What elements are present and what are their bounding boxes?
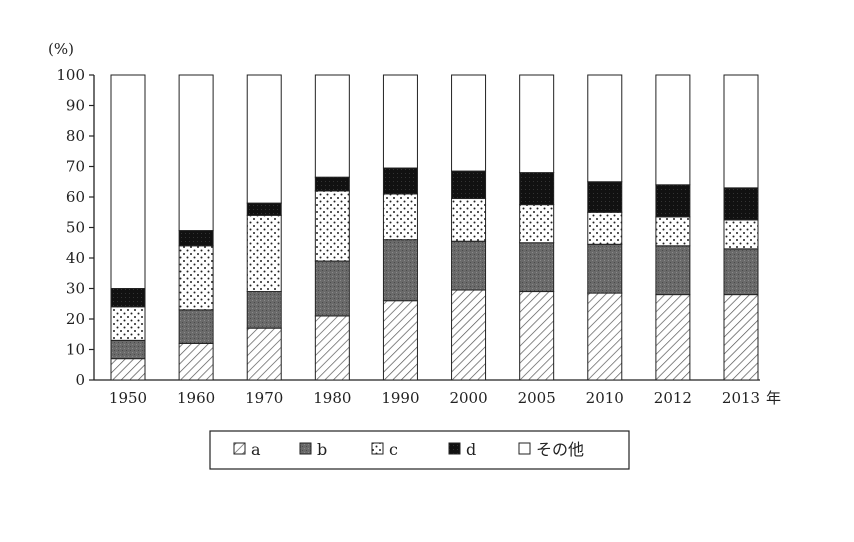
legend-label: a bbox=[251, 440, 261, 459]
bar-segment-hatch bbox=[382, 300, 418, 381]
bar-segment-black bbox=[246, 202, 282, 216]
bar-segment-black bbox=[451, 170, 487, 200]
bar-segment-dots bbox=[451, 198, 487, 242]
bar-segment-hatch bbox=[519, 291, 555, 381]
bar-segment-hatch bbox=[110, 358, 146, 381]
y-tick-label: 40 bbox=[66, 249, 85, 267]
legend-swatch bbox=[371, 442, 384, 455]
legend: a b c d その他 bbox=[209, 430, 630, 470]
x-tick-label: 1980 bbox=[313, 389, 351, 407]
bar-segment-black bbox=[314, 176, 350, 192]
bar-segment-dots bbox=[314, 190, 350, 262]
bar-segment-hatch bbox=[655, 294, 691, 381]
bar-segment-dots bbox=[110, 306, 146, 341]
bar-segment-dark-gray bbox=[178, 309, 214, 344]
x-tick-label: 1960 bbox=[177, 389, 215, 407]
bar-segment-white bbox=[655, 74, 691, 186]
bar-segment-dark-gray bbox=[655, 245, 691, 296]
legend-label: d bbox=[466, 440, 476, 459]
x-tick-label: 2010 bbox=[586, 389, 624, 407]
x-tick-label: 2013 bbox=[722, 389, 760, 407]
bar-segment-white bbox=[519, 74, 555, 174]
y-tick-label: 80 bbox=[66, 127, 85, 145]
legend-swatch bbox=[299, 442, 312, 455]
y-tick-label: 20 bbox=[66, 310, 85, 328]
bar-segment-white bbox=[110, 74, 146, 289]
x-tick-label: 1970 bbox=[245, 389, 283, 407]
bar-segment-hatch bbox=[314, 315, 350, 381]
legend-label: その他 bbox=[536, 440, 584, 459]
legend-swatch bbox=[518, 442, 531, 455]
bar-segment-dots bbox=[519, 204, 555, 244]
x-tick-label: 1990 bbox=[381, 389, 419, 407]
y-tick-label: 70 bbox=[66, 158, 85, 176]
y-tick-label: 30 bbox=[66, 280, 85, 298]
x-tick-label: 2000 bbox=[449, 389, 487, 407]
y-axis-unit-label: (%) bbox=[48, 40, 74, 58]
y-tick-label: 100 bbox=[56, 66, 85, 84]
y-tick-labels: 0 10 20 30 40 50 60 70 80 90 100 bbox=[56, 66, 85, 389]
y-tick-label: 60 bbox=[66, 188, 85, 206]
bar-segment-black bbox=[382, 167, 418, 195]
bar-segment-dots bbox=[382, 193, 418, 241]
bar-segment-dots bbox=[655, 216, 691, 247]
bar-segment-hatch bbox=[587, 292, 623, 381]
bar-segment-dots bbox=[178, 245, 214, 311]
y-tick-label: 0 bbox=[75, 371, 85, 389]
bar-segment-hatch bbox=[723, 294, 759, 381]
bar-segment-white bbox=[587, 74, 623, 183]
y-tick-label: 50 bbox=[66, 219, 85, 237]
legend-label: c bbox=[389, 440, 398, 459]
bars bbox=[110, 74, 759, 381]
bar-segment-black bbox=[110, 288, 146, 308]
x-tick-label: 2005 bbox=[518, 389, 556, 407]
bar-segment-dark-gray bbox=[451, 240, 487, 291]
bar-segment-dark-gray bbox=[246, 291, 282, 329]
bar-segment-dots bbox=[723, 219, 759, 250]
x-tick-label: 2012 bbox=[654, 389, 692, 407]
bar-segment-white bbox=[246, 74, 282, 204]
legend-frame bbox=[209, 430, 630, 470]
legend-swatch bbox=[448, 442, 461, 455]
bar-segment-black bbox=[723, 187, 759, 221]
x-axis-unit-label: 年 bbox=[766, 389, 781, 407]
bar-segment-white bbox=[178, 74, 214, 232]
bar-segment-dots bbox=[246, 214, 282, 293]
bar-segment-white bbox=[723, 74, 759, 189]
bar-segment-white bbox=[382, 74, 418, 169]
legend-swatch bbox=[233, 442, 246, 455]
bar-segment-dark-gray bbox=[723, 248, 759, 296]
bar-segment-black bbox=[655, 184, 691, 218]
bar-segment-dots bbox=[587, 211, 623, 245]
y-tick-label: 90 bbox=[66, 97, 85, 115]
bar-segment-dark-gray bbox=[314, 260, 350, 317]
bar-segment-white bbox=[314, 74, 350, 178]
bar-segment-hatch bbox=[246, 327, 282, 381]
legend-label: b bbox=[317, 440, 327, 459]
bar-segment-hatch bbox=[451, 289, 487, 381]
bar-segment-black bbox=[178, 230, 214, 247]
x-tick-label: 1950 bbox=[109, 389, 147, 407]
bar-segment-white bbox=[451, 74, 487, 172]
bar-segment-black bbox=[587, 181, 623, 213]
x-tick-labels: 1950 1960 1970 1980 1990 2000 2005 2010 2012 2013 bbox=[109, 389, 760, 407]
bar-segment-dark-gray bbox=[110, 339, 146, 360]
bar-segment-dark-gray bbox=[587, 243, 623, 294]
bar-segment-black bbox=[519, 172, 555, 206]
y-tick-label: 10 bbox=[66, 341, 85, 359]
bar-segment-dark-gray bbox=[382, 239, 418, 302]
bar-segment-dark-gray bbox=[519, 242, 555, 293]
bar-segment-hatch bbox=[178, 342, 214, 381]
